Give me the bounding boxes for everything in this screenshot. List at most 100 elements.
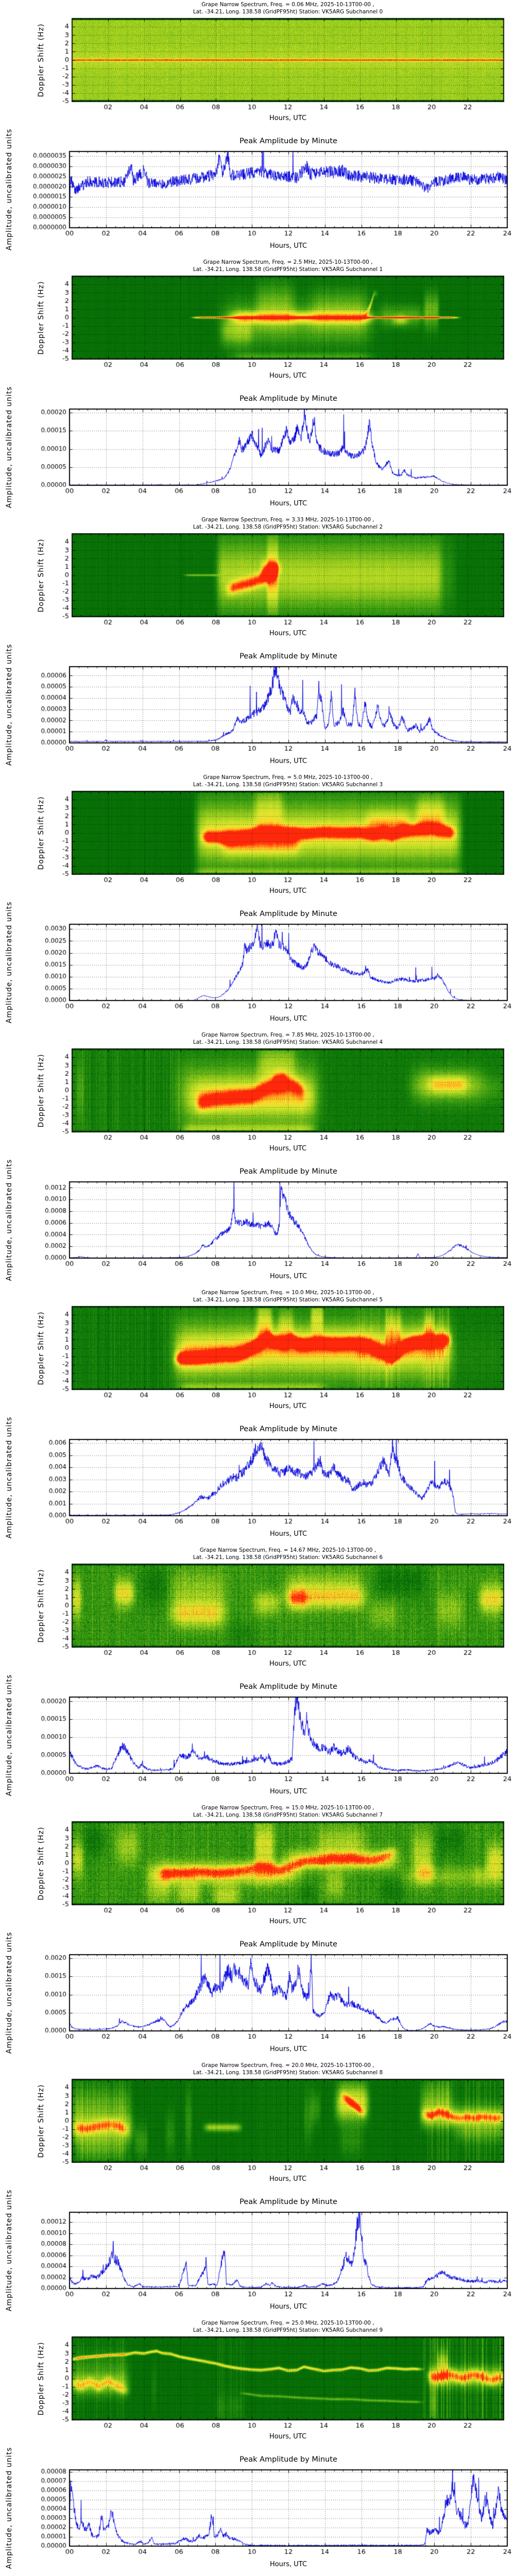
doppler-shift-axis-label: Doppler Shift (Hz) <box>37 1054 45 1128</box>
spectrogram-canvas-6 <box>0 1546 515 1674</box>
amplitude-block-subchannel-9: Peak Amplitude by Minute Amplitude, uncal… <box>0 2447 515 2576</box>
doppler-shift-axis-label: Doppler Shift (Hz) <box>37 2342 45 2416</box>
amplitude-canvas-9 <box>0 2447 515 2576</box>
spectrogram-title-line2: Lat. -34.21, Long. 138.58 (GridPF95ht) S… <box>193 266 383 273</box>
amplitude-block-subchannel-7: Peak Amplitude by Minute Amplitude, uncal… <box>0 1932 515 2061</box>
hours-utc-axis-label: Hours, UTC <box>269 1015 307 1023</box>
amplitude-block-subchannel-1: Peak Amplitude by Minute Amplitude, uncal… <box>0 386 515 515</box>
amplitude-title: Peak Amplitude by Minute <box>239 910 337 918</box>
spectrogram-title-line1: Grape Narrow Spectrum, Freq. = 5.0 MHz, … <box>203 774 373 781</box>
hours-utc-axis-label: Hours, UTC <box>269 1402 307 1410</box>
hours-utc-axis-label: Hours, UTC <box>269 1918 307 1925</box>
amplitude-axis-label: Amplitude, uncalibrated units <box>5 128 13 251</box>
doppler-shift-axis-label: Doppler Shift (Hz) <box>37 281 45 355</box>
amplitude-canvas-1 <box>0 386 515 515</box>
hours-utc-axis-label: Hours, UTC <box>269 114 307 122</box>
amplitude-block-subchannel-5: Peak Amplitude by Minute Amplitude, uncal… <box>0 1417 515 1546</box>
spectrogram-canvas-5 <box>0 1288 515 1417</box>
hours-utc-axis-label: Hours, UTC <box>269 1273 307 1280</box>
spectrogram-block-subchannel-0: Grape Narrow Spectrum, Freq. = 0.06 MHz,… <box>0 0 515 129</box>
amplitude-title: Peak Amplitude by Minute <box>239 395 337 403</box>
hours-utc-axis-label: Hours, UTC <box>269 372 307 380</box>
spectrogram-block-subchannel-6: Grape Narrow Spectrum, Freq. = 14.67 MHz… <box>0 1546 515 1674</box>
amplitude-axis-label: Amplitude, uncalibrated units <box>5 1159 13 1281</box>
spectrogram-title-line1: Grape Narrow Spectrum, Freq. = 25.0 MHz,… <box>201 2320 374 2326</box>
spectrogram-title-line2: Lat. -34.21, Long. 138.58 (GridPF95ht) S… <box>193 1812 383 1818</box>
hours-utc-axis-label: Hours, UTC <box>269 2303 307 2311</box>
amplitude-axis-label: Amplitude, uncalibrated units <box>5 2189 13 2312</box>
spectrogram-block-subchannel-1: Grape Narrow Spectrum, Freq. = 2.5 MHz, … <box>0 258 515 386</box>
spectrogram-title-line2: Lat. -34.21, Long. 138.58 (GridPF95ht) S… <box>193 9 383 15</box>
spectrogram-title-line2: Lat. -34.21, Long. 138.58 (GridPF95ht) S… <box>193 2327 383 2333</box>
amplitude-axis-label: Amplitude, uncalibrated units <box>5 1931 13 2054</box>
amplitude-canvas-6 <box>0 1674 515 1803</box>
spectrogram-title-line1: Grape Narrow Spectrum, Freq. = 3.33 MHz,… <box>201 517 374 523</box>
spectrogram-block-subchannel-4: Grape Narrow Spectrum, Freq. = 7.85 MHz,… <box>0 1030 515 1159</box>
spectrogram-title-line1: Grape Narrow Spectrum, Freq. = 0.06 MHz,… <box>201 2 374 8</box>
amplitude-title: Peak Amplitude by Minute <box>239 1940 337 1948</box>
amplitude-axis-label: Amplitude, uncalibrated units <box>5 386 13 509</box>
spectrogram-canvas-3 <box>0 773 515 902</box>
amplitude-title: Peak Amplitude by Minute <box>239 1683 337 1691</box>
amplitude-canvas-7 <box>0 1932 515 2061</box>
spectrogram-canvas-2 <box>0 515 515 644</box>
amplitude-axis-label: Amplitude, uncalibrated units <box>5 2447 13 2569</box>
spectrogram-block-subchannel-2: Grape Narrow Spectrum, Freq. = 3.33 MHz,… <box>0 515 515 644</box>
amplitude-axis-label: Amplitude, uncalibrated units <box>5 643 13 766</box>
amplitude-block-subchannel-8: Peak Amplitude by Minute Amplitude, uncal… <box>0 2190 515 2318</box>
spectrogram-title-line1: Grape Narrow Spectrum, Freq. = 20.0 MHz,… <box>201 2062 374 2069</box>
spectrogram-title-line2: Lat. -34.21, Long. 138.58 (GridPF95ht) S… <box>193 524 383 530</box>
spectrogram-canvas-4 <box>0 1030 515 1159</box>
spectrogram-title-line2: Lat. -34.21, Long. 138.58 (GridPF95ht) S… <box>193 1554 383 1561</box>
doppler-shift-axis-label: Doppler Shift (Hz) <box>37 23 45 97</box>
doppler-shift-axis-label: Doppler Shift (Hz) <box>37 2084 45 2158</box>
amplitude-title: Peak Amplitude by Minute <box>239 652 337 660</box>
amplitude-title: Peak Amplitude by Minute <box>239 1425 337 1433</box>
amplitude-canvas-3 <box>0 902 515 1030</box>
hours-utc-axis-label: Hours, UTC <box>269 1530 307 1538</box>
hours-utc-axis-label: Hours, UTC <box>269 242 307 250</box>
amplitude-title: Peak Amplitude by Minute <box>239 1167 337 1176</box>
spectrogram-title-line1: Grape Narrow Spectrum, Freq. = 7.85 MHz,… <box>201 1032 374 1038</box>
spectrogram-title-line1: Grape Narrow Spectrum, Freq. = 2.5 MHz, … <box>203 259 373 265</box>
hours-utc-axis-label: Hours, UTC <box>269 630 307 637</box>
spectrogram-block-subchannel-8: Grape Narrow Spectrum, Freq. = 20.0 MHz,… <box>0 2061 515 2190</box>
amplitude-title: Peak Amplitude by Minute <box>239 2455 337 2464</box>
spectrogram-canvas-8 <box>0 2061 515 2190</box>
amplitude-axis-label: Amplitude, uncalibrated units <box>5 1674 13 1797</box>
spectrogram-title-line1: Grape Narrow Spectrum, Freq. = 14.67 MHz… <box>199 1547 376 1553</box>
spectrogram-block-subchannel-3: Grape Narrow Spectrum, Freq. = 5.0 MHz, … <box>0 773 515 902</box>
spectrogram-block-subchannel-7: Grape Narrow Spectrum, Freq. = 15.0 MHz,… <box>0 1803 515 1932</box>
spectrogram-canvas-1 <box>0 258 515 386</box>
spectrogram-title-line1: Grape Narrow Spectrum, Freq. = 10.0 MHz,… <box>201 1290 374 1296</box>
doppler-shift-axis-label: Doppler Shift (Hz) <box>37 796 45 870</box>
hours-utc-axis-label: Hours, UTC <box>269 2561 307 2568</box>
amplitude-axis-label: Amplitude, uncalibrated units <box>5 901 13 1024</box>
spectrogram-block-subchannel-9: Grape Narrow Spectrum, Freq. = 25.0 MHz,… <box>0 2318 515 2447</box>
doppler-shift-axis-label: Doppler Shift (Hz) <box>37 1826 45 1901</box>
doppler-shift-axis-label: Doppler Shift (Hz) <box>37 1311 45 1385</box>
amplitude-title: Peak Amplitude by Minute <box>239 2198 337 2206</box>
amplitude-canvas-4 <box>0 1159 515 1288</box>
doppler-shift-axis-label: Doppler Shift (Hz) <box>37 1569 45 1643</box>
amplitude-canvas-5 <box>0 1417 515 1546</box>
doppler-shift-axis-label: Doppler Shift (Hz) <box>37 538 45 613</box>
amplitude-axis-label: Amplitude, uncalibrated units <box>5 1416 13 1539</box>
amplitude-canvas-8 <box>0 2190 515 2318</box>
spectrogram-title-line1: Grape Narrow Spectrum, Freq. = 15.0 MHz,… <box>201 1805 374 1811</box>
hours-utc-axis-label: Hours, UTC <box>269 1660 307 1668</box>
amplitude-block-subchannel-6: Peak Amplitude by Minute Amplitude, uncal… <box>0 1674 515 1803</box>
amplitude-canvas-2 <box>0 644 515 773</box>
hours-utc-axis-label: Hours, UTC <box>269 1145 307 1153</box>
hours-utc-axis-label: Hours, UTC <box>269 2175 307 2183</box>
spectrogram-title-line2: Lat. -34.21, Long. 138.58 (GridPF95ht) S… <box>193 1297 383 1303</box>
spectrogram-canvas-9 <box>0 2318 515 2447</box>
spectrogram-canvas-0 <box>0 0 515 129</box>
amplitude-block-subchannel-0: Peak Amplitude by Minute Amplitude, uncal… <box>0 129 515 258</box>
hours-utc-axis-label: Hours, UTC <box>269 1788 307 1795</box>
hours-utc-axis-label: Hours, UTC <box>269 2045 307 2053</box>
spectrogram-canvas-7 <box>0 1803 515 1932</box>
amplitude-block-subchannel-3: Peak Amplitude by Minute Amplitude, uncal… <box>0 902 515 1030</box>
amplitude-canvas-0 <box>0 129 515 258</box>
